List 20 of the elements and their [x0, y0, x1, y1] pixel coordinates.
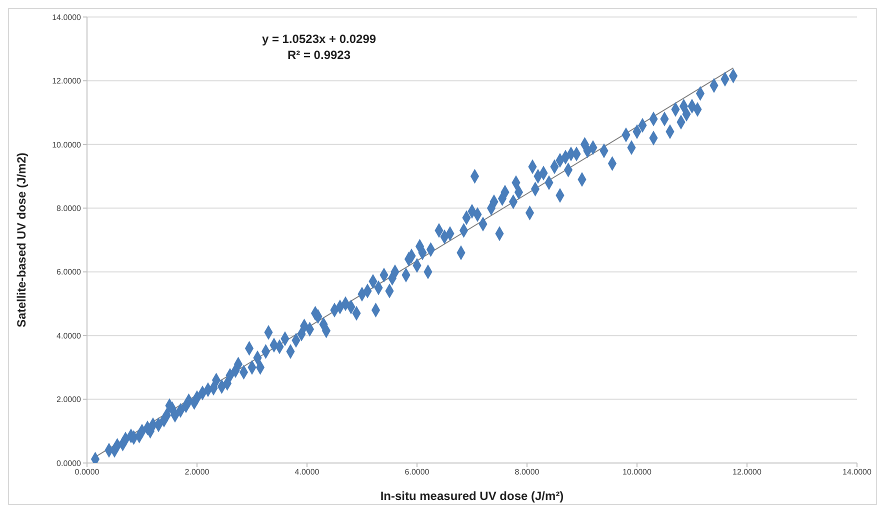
x-tick-label: 0.0000 — [74, 468, 100, 477]
y-tick-label: 2.0000 — [56, 395, 82, 404]
y-axis-title: Satellite-based UV dose (J/m2) — [14, 152, 28, 328]
x-axis-title: In-situ measured UV dose (J/m²) — [380, 489, 564, 503]
y-tick-label: 4.0000 — [56, 331, 82, 340]
annotation: R² = 0.9923 — [286, 47, 352, 63]
x-tick-label: 4.0000 — [294, 468, 320, 477]
y-tick-label: 10.0000 — [52, 140, 82, 150]
y-tick-label: 8.0000 — [56, 204, 82, 213]
y-tick-label: 14.0000 — [52, 12, 82, 22]
annotation: y = 1.0523x + 0.0299 — [260, 31, 378, 47]
y-tick-label: 12.0000 — [52, 76, 82, 86]
x-tick-label: 10.0000 — [622, 468, 652, 477]
x-tick-label: 6.0000 — [404, 468, 430, 477]
x-tick-label: 12.0000 — [732, 468, 762, 477]
x-tick-label: 8.0000 — [514, 468, 540, 477]
y-tick-label: 6.0000 — [56, 268, 82, 277]
y-tick-label: 0.0000 — [56, 458, 82, 468]
x-tick-label: 2.0000 — [184, 468, 210, 477]
x-tick-label: 14.0000 — [842, 468, 872, 477]
